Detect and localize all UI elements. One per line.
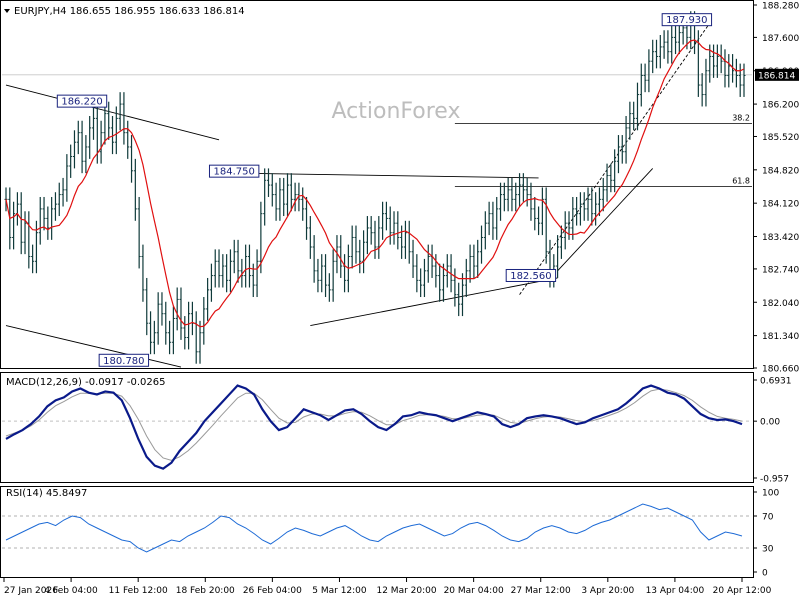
- price-tick-label: 187.600: [762, 34, 799, 44]
- price-tick-label: 184.120: [762, 200, 799, 210]
- x-tick-label: 20 Mar 04:00: [444, 586, 504, 596]
- fib-level-label: 38.2: [732, 114, 750, 123]
- x-tick-label: 3 Apr 20:00: [581, 586, 634, 596]
- rsi-tick-label: 100: [762, 489, 779, 499]
- macd-tick-label: 0.6931: [760, 377, 792, 387]
- price-annotation-box: [208, 164, 260, 178]
- x-tick-label: 5 Mar 12:00: [312, 586, 367, 596]
- trend-line: [557, 168, 654, 272]
- price-annotation-box: [661, 13, 713, 27]
- price-annotation-box: [505, 268, 557, 282]
- x-tick-label: 27 Jan 2026: [4, 586, 58, 596]
- trend-line: [5, 84, 220, 141]
- price-title: EURJPY,H4 186.655 186.955 186.633 186.81…: [14, 6, 245, 17]
- rsi-panel-frame: [0, 486, 754, 578]
- macd-tick-label: 0.00: [760, 418, 780, 428]
- moving-average-line: [5, 39, 745, 328]
- fib-level-label: 61.8: [732, 177, 750, 186]
- price-tick-label: 184.820: [762, 166, 799, 176]
- rsi-title: RSI(14) 45.8497: [6, 488, 87, 499]
- price-annotation-box: [56, 94, 108, 108]
- price-annotation-label: 180.780: [103, 356, 144, 367]
- price-annotation-label: 186.220: [61, 97, 102, 108]
- price-annotation-label: 182.560: [510, 271, 551, 282]
- price-tick-label: 188.280: [762, 2, 799, 12]
- price-tick-label: 182.040: [762, 299, 799, 309]
- watermark-text: ActionForex: [332, 99, 461, 124]
- trend-line: [5, 325, 182, 368]
- trend-line: [234, 172, 539, 179]
- rsi-line: [5, 503, 743, 553]
- x-tick-label: 20 Apr 12:00: [713, 586, 772, 596]
- price-annotation-label: 187.930: [666, 15, 707, 26]
- price-tick-label: 186.200: [762, 101, 799, 111]
- x-tick-label: 26 Feb 04:00: [243, 586, 302, 596]
- x-tick-label: 18 Feb 20:00: [176, 586, 235, 596]
- x-tick-label: 12 Mar 20:00: [376, 586, 436, 596]
- x-tick-label: 27 Mar 12:00: [511, 586, 571, 596]
- macd-panel-frame: [0, 372, 754, 483]
- x-tick-label: 11 Feb 12:00: [109, 586, 168, 596]
- macd-title: MACD(12,26,9) -0.0917 -0.0265: [6, 377, 166, 388]
- price-tick-label: 185.520: [762, 133, 799, 143]
- price-tick-label: 180.660: [762, 365, 799, 375]
- rsi-tick-label: 70: [762, 513, 774, 523]
- price-tick-label: 181.340: [762, 332, 799, 342]
- price-tick-label: 183.420: [762, 233, 799, 243]
- dropdown-triangle-icon: [4, 9, 10, 13]
- macd-tick-label: -0.957: [760, 475, 789, 485]
- price-panel-frame: [0, 0, 754, 369]
- price-annotation-box: [98, 353, 150, 367]
- price-tick-label: 182.740: [762, 265, 799, 275]
- x-tick-label: 13 Apr 04:00: [646, 586, 705, 596]
- macd-signal-line: [5, 388, 743, 461]
- x-tick-label: 4 Feb 04:00: [44, 586, 98, 596]
- rsi-tick-label: 0: [762, 569, 768, 579]
- current-price-label: 186.814: [758, 71, 795, 81]
- price-annotation-label: 184.750: [213, 167, 254, 178]
- rsi-tick-label: 30: [762, 545, 774, 555]
- trend-line: [310, 277, 558, 327]
- macd-line: [5, 384, 743, 470]
- current-price-tag: [755, 68, 799, 81]
